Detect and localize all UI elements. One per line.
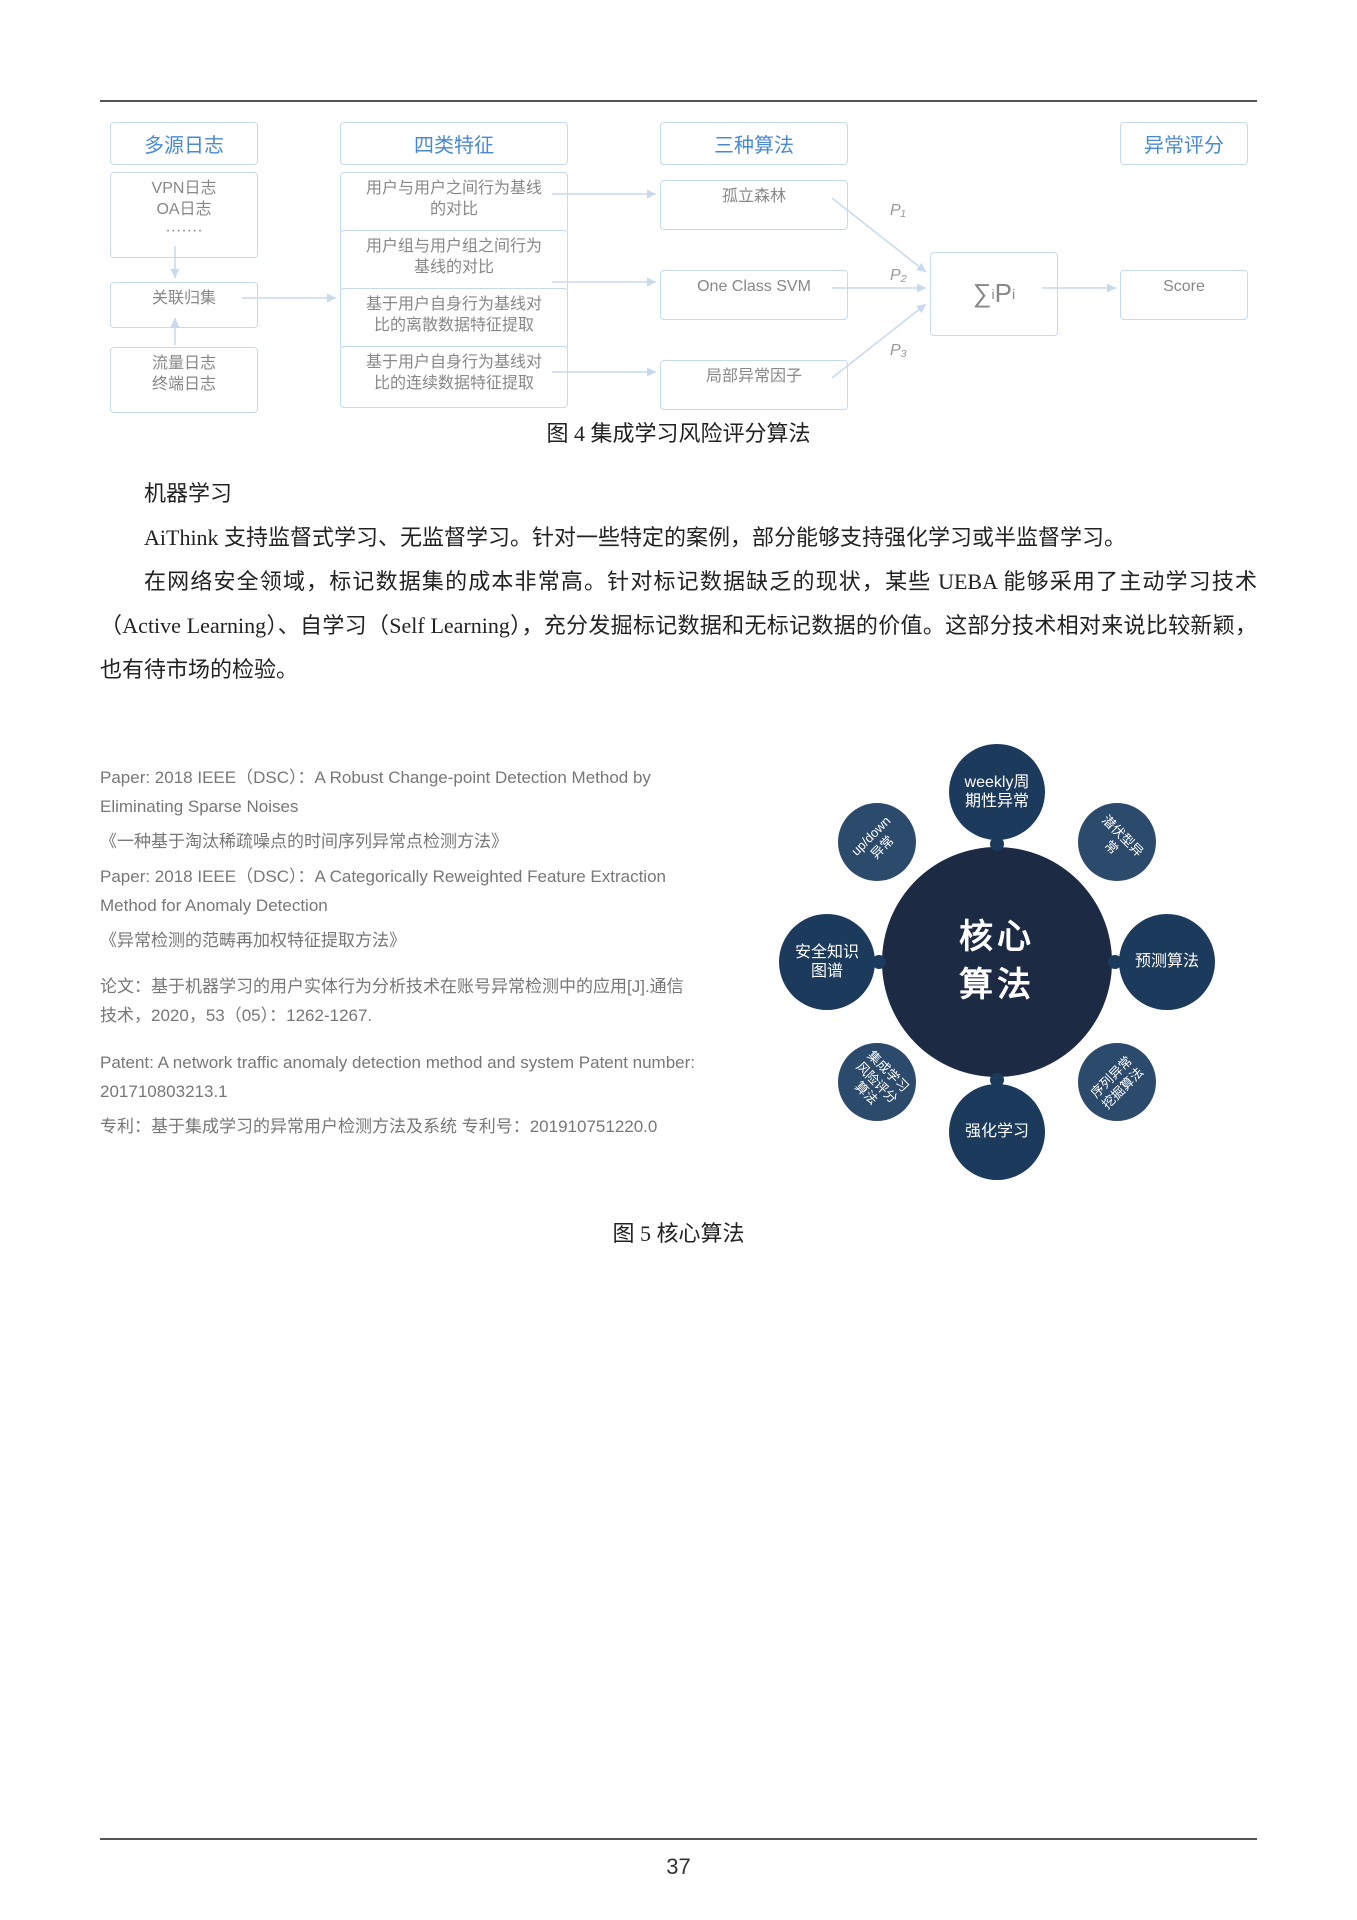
radial-node: 序列异常挖掘算法 bbox=[1078, 1043, 1156, 1121]
fig4-feature-box: 用户组与用户组之间行为基线的对比 bbox=[340, 230, 568, 292]
figure-4-flowchart: 多源日志四类特征三种算法异常评分VPN日志OA日志·······关联归集流量日志… bbox=[100, 122, 1257, 402]
paragraph: 机器学习 bbox=[100, 472, 1257, 516]
radial-node: 预测算法 bbox=[1119, 914, 1215, 1010]
figure-5-radial-diagram: 核心算法weekly周期性异常预测算法强化学习安全知识图谱 潜伏型异常序列异常挖掘… bbox=[737, 722, 1257, 1202]
reference-group: Patent: A network traffic anomaly detect… bbox=[100, 1049, 697, 1142]
rule-bottom bbox=[100, 1838, 1257, 1840]
radial-center: 核心算法 bbox=[882, 847, 1112, 1077]
reference-line: Paper: 2018 IEEE（DSC）：A Robust Change-po… bbox=[100, 764, 697, 822]
fig4-source-box: 关联归集 bbox=[110, 282, 258, 328]
fig4-edge-label: P₃ bbox=[890, 342, 907, 360]
fig4-algorithm-box: One Class SVM bbox=[660, 270, 848, 320]
reference-line: 《一种基于淘汰稀疏噪点的时间序列异常点检测方法》 bbox=[100, 828, 697, 857]
body-text: 机器学习AiThink 支持监督式学习、无监督学习。针对一些特定的案例，部分能够… bbox=[100, 472, 1257, 692]
fig4-column-head: 异常评分 bbox=[1120, 122, 1248, 165]
radial-node: weekly周期性异常 bbox=[949, 744, 1045, 840]
fig4-formula-box: ∑i Pi bbox=[930, 252, 1058, 336]
reference-line: 专利：基于集成学习的异常用户检测方法及系统 专利号：201910751220.0 bbox=[100, 1113, 697, 1142]
figure-5: Paper: 2018 IEEE（DSC）：A Robust Change-po… bbox=[100, 722, 1257, 1202]
reference-line: Patent: A network traffic anomaly detect… bbox=[100, 1049, 697, 1107]
reference-line: Paper: 2018 IEEE（DSC）：A Categorically Re… bbox=[100, 863, 697, 921]
fig4-source-box: VPN日志OA日志······· bbox=[110, 172, 258, 258]
rule-top bbox=[100, 100, 1257, 102]
fig4-feature-box: 基于用户自身行为基线对比的连续数据特征提取 bbox=[340, 346, 568, 408]
fig4-algorithm-box: 孤立森林 bbox=[660, 180, 848, 230]
paragraph: 在网络安全领域，标记数据集的成本非常高。针对标记数据缺乏的现状，某些 UEBA … bbox=[100, 560, 1257, 692]
radial-node: 潜伏型异常 bbox=[1078, 803, 1156, 881]
fig4-edge-label: P₂ bbox=[890, 267, 907, 285]
reference-group: Paper: 2018 IEEE（DSC）：A Robust Change-po… bbox=[100, 764, 697, 955]
radial-node: 强化学习 bbox=[949, 1084, 1045, 1180]
fig4-source-box: 流量日志终端日志 bbox=[110, 347, 258, 413]
radial-node: 集成学习风险评分算法 bbox=[838, 1043, 916, 1121]
reference-group: 论文：基于机器学习的用户实体行为分析技术在账号异常检测中的应用[J].通信技术，… bbox=[100, 973, 697, 1031]
page-number: 37 bbox=[0, 1854, 1357, 1880]
figure-5-caption: 图 5 核心算法 bbox=[100, 1216, 1257, 1248]
radial-node: 安全知识图谱 bbox=[779, 914, 875, 1010]
page: 多源日志 四类特征 三种算法 异常评分 VPN日志OA日志······· 关联归集流量日志… bbox=[0, 0, 1357, 1920]
paragraph: AiThink 支持监督式学习、无监督学习。针对一些特定的案例，部分能够支持强化… bbox=[100, 516, 1257, 560]
fig4-column-head: 三种算法 bbox=[660, 122, 848, 165]
radial-node: up/down异常 bbox=[838, 803, 916, 881]
fig4-feature-box: 用户与用户之间行为基线的对比 bbox=[340, 172, 568, 234]
fig4-feature-box: 基于用户自身行为基线对比的离散数据特征提取 bbox=[340, 288, 568, 350]
fig4-score-box: Score bbox=[1120, 270, 1248, 320]
reference-line: 论文：基于机器学习的用户实体行为分析技术在账号异常检测中的应用[J].通信技术，… bbox=[100, 973, 697, 1031]
reference-line: 《异常检测的范畴再加权特征提取方法》 bbox=[100, 927, 697, 956]
fig4-edge-label: P₁ bbox=[890, 202, 906, 220]
fig4-column-head: 多源日志 bbox=[110, 122, 258, 165]
fig4-algorithm-box: 局部异常因子 bbox=[660, 360, 848, 410]
figure-5-references: Paper: 2018 IEEE（DSC）：A Robust Change-po… bbox=[100, 764, 697, 1160]
fig4-column-head: 四类特征 bbox=[340, 122, 568, 165]
figure-4-caption: 图 4 集成学习风险评分算法 bbox=[100, 416, 1257, 448]
